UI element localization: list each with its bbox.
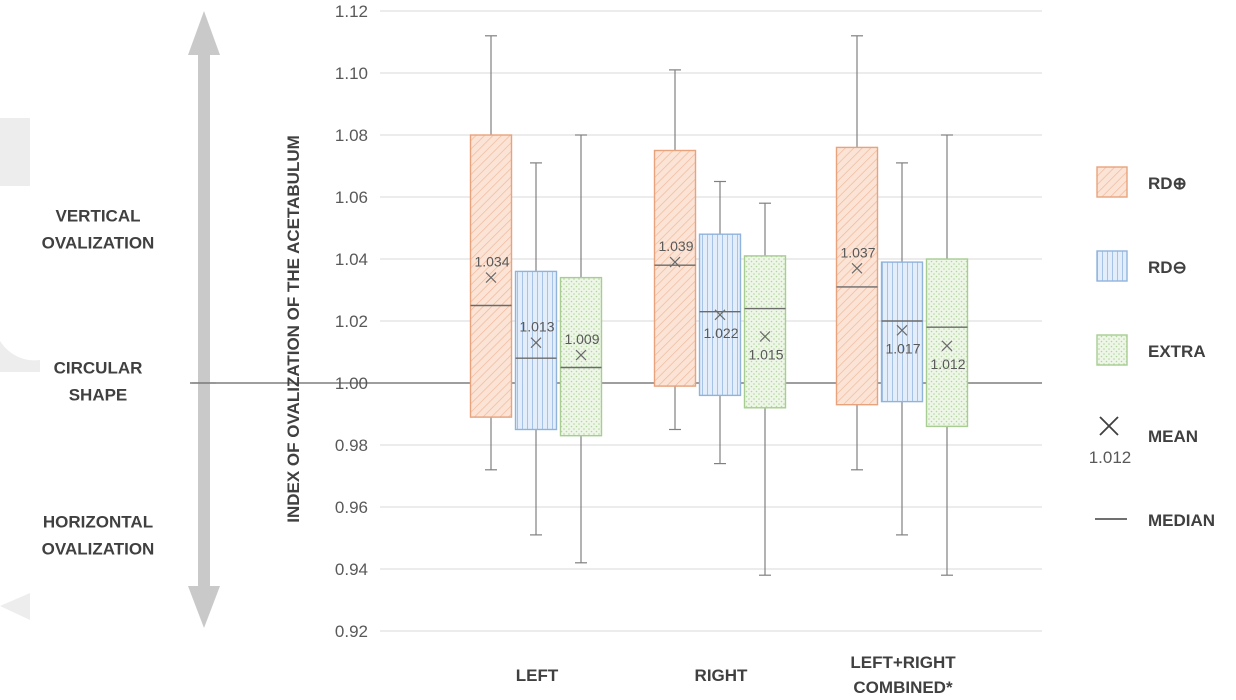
legend: RD⊕ RD⊖ EXTRA 1.012 MEAN MEDIAN <box>1089 166 1215 530</box>
legend-swatch <box>1096 334 1128 366</box>
mean-marker <box>669 256 681 268</box>
mean-data-label: 1.034 <box>474 254 509 270</box>
mean-data-label: 1.017 <box>885 340 920 356</box>
circular-shape-label-line: CIRCULAR <box>54 359 143 378</box>
y-tick-label: 1.08 <box>335 126 368 145</box>
horizontal-ovalization-label-line: OVALIZATION <box>42 540 155 559</box>
y-tick-label: 1.06 <box>335 188 368 207</box>
legend-item: EXTRA <box>1096 334 1206 366</box>
left-edge-decoration <box>0 118 30 186</box>
side-arrow-shaft <box>198 55 210 590</box>
horizontal-ovalization-label-line: HORIZONTAL <box>43 513 153 532</box>
iqr-box <box>469 134 513 418</box>
axes: 0.92 0.94 0.96 0.98 1.00 1.02 1.04 1.06 1.08 1.10… <box>284 2 956 697</box>
mean-data-label: 1.015 <box>748 347 783 363</box>
legend-item-median: MEDIAN <box>1095 511 1215 530</box>
circular-shape-label: CIRCULAR SHAPE <box>54 359 143 405</box>
side-scale: VERTICAL OVALIZATION CIRCULAR SHAPE HORIZONT… <box>0 11 220 628</box>
y-tick-label: 0.94 <box>335 560 368 579</box>
mean-data-label: 1.037 <box>840 244 875 260</box>
horizontal-ovalization-label: HORIZONTAL OVALIZATION <box>42 513 155 559</box>
box-rd-minus-combined: 1.017 <box>880 162 924 536</box>
vertical-ovalization-label-line: VERTICAL <box>56 207 141 226</box>
legend-swatch <box>1096 166 1128 198</box>
mean-marker <box>941 340 953 352</box>
box-rd-minus-left: 1.013 <box>514 162 558 536</box>
legend-item: RD⊖ <box>1096 250 1187 282</box>
left-edge-decoration <box>0 593 30 620</box>
legend-label: MEAN <box>1148 427 1198 446</box>
mean-data-label: 1.009 <box>564 331 599 347</box>
legend-label: EXTRA <box>1148 342 1206 361</box>
side-arrow-up-head <box>188 11 220 55</box>
mean-marker <box>896 324 908 336</box>
iqr-box <box>743 255 787 409</box>
box-rd-plus-combined: 1.037 <box>835 35 879 471</box>
legend-label: RD⊖ <box>1148 258 1187 277</box>
x-category-label: RIGHT <box>695 666 749 685</box>
x-category-label: LEFT+RIGHT <box>850 653 956 672</box>
mean-marker <box>759 331 771 342</box>
mean-marker <box>714 309 726 321</box>
box-extra-right: 1.015 <box>743 202 787 576</box>
left-edge-decoration <box>0 300 40 372</box>
mean-data-label: 1.022 <box>703 325 738 341</box>
box-rd-plus-left: 1.034 <box>469 35 513 471</box>
circular-shape-label-line: SHAPE <box>69 386 128 405</box>
y-axis-title: INDEX OF OVALIZATION OF THE ACETABULUM <box>284 135 303 523</box>
box-extra-left: 1.009 <box>559 134 603 564</box>
mean-marker <box>530 337 542 349</box>
iqr-box <box>653 149 697 387</box>
iqr-box <box>925 258 969 428</box>
y-tick-label: 1.12 <box>335 2 368 21</box>
box-rd-plus-right: 1.039 <box>653 69 697 431</box>
mean-data-label: 1.012 <box>930 356 965 372</box>
legend-item-mean: 1.012 MEAN <box>1089 416 1198 467</box>
iqr-box <box>880 261 924 403</box>
mean-legend-icon <box>1099 416 1119 436</box>
legend-item: RD⊕ <box>1096 166 1187 198</box>
x-category-label: COMBINED* <box>853 678 953 697</box>
y-tick-label: 0.96 <box>335 498 368 517</box>
plot-area: 1.034 1.039 1.037 1.013 1.022 1.017 1.009 1.015… <box>469 35 969 576</box>
mean-marker <box>851 262 863 274</box>
y-tick-label: 0.92 <box>335 622 368 641</box>
vertical-ovalization-label-line: OVALIZATION <box>42 234 155 253</box>
box-rd-minus-right: 1.022 <box>698 180 742 465</box>
mean-legend-example: 1.012 <box>1089 448 1132 467</box>
y-tick-label: 1.00 <box>335 374 368 393</box>
y-tick-label: 1.04 <box>335 250 368 269</box>
x-category-label: LEFT <box>516 666 559 685</box>
mean-data-label: 1.039 <box>658 238 693 254</box>
side-arrow-down-head <box>188 586 220 628</box>
mean-data-label: 1.013 <box>519 319 554 335</box>
legend-label: RD⊕ <box>1148 174 1187 193</box>
y-tick-label: 0.98 <box>335 436 368 455</box>
iqr-box <box>835 146 879 406</box>
mean-marker <box>575 349 587 361</box>
vertical-ovalization-label: VERTICAL OVALIZATION <box>42 207 155 253</box>
legend-swatch <box>1096 250 1128 282</box>
legend-label: MEDIAN <box>1148 511 1215 530</box>
y-tick-label: 1.02 <box>335 312 368 331</box>
mean-marker <box>485 272 497 284</box>
iqr-box <box>514 270 558 431</box>
box-extra-combined: 1.012 <box>925 134 969 576</box>
y-tick-label: 1.10 <box>335 64 368 83</box>
iqr-box <box>559 276 603 437</box>
